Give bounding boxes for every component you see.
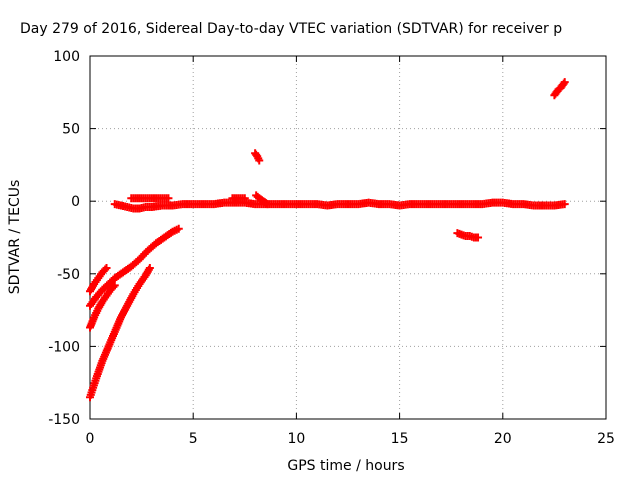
data-point <box>101 265 110 274</box>
grid-lines <box>90 56 606 419</box>
y-tick-label: -100 <box>48 339 80 355</box>
chart-title: Day 279 of 2016, Sidereal Day-to-day VTE… <box>20 21 562 37</box>
x-tick-label: 15 <box>391 431 409 447</box>
data-point <box>474 233 483 242</box>
data-point <box>109 282 118 291</box>
x-tick-label: 10 <box>287 431 305 447</box>
x-tick-label: 0 <box>86 431 95 447</box>
plot-frame <box>89 55 607 420</box>
data-point <box>145 263 154 272</box>
data-points <box>86 78 569 402</box>
x-tick-label: 20 <box>494 431 512 447</box>
data-point <box>255 156 264 165</box>
data-point <box>174 224 183 233</box>
y-tick-label: 0 <box>71 194 80 210</box>
y-tick-label: 50 <box>62 122 80 138</box>
data-point <box>559 79 568 88</box>
y-tick-label: -50 <box>57 267 80 283</box>
data-point <box>240 194 249 203</box>
y-axis-title: SDTVAR / TECUs <box>7 180 23 295</box>
data-point <box>560 78 569 87</box>
y-tick-label: 100 <box>53 49 80 65</box>
data-point <box>263 200 272 209</box>
x-tick-label: 25 <box>597 431 615 447</box>
axis-ticks: 0 5 10 15 20 25 100 50 0 -50 -100 -150 <box>48 49 615 447</box>
x-axis-title: GPS time / hours <box>287 458 404 474</box>
x-tick-label: 5 <box>189 431 198 447</box>
data-point <box>102 263 111 272</box>
data-point <box>560 200 569 209</box>
y-tick-label: -150 <box>48 412 80 428</box>
data-point <box>110 281 119 290</box>
data-point <box>164 194 173 203</box>
